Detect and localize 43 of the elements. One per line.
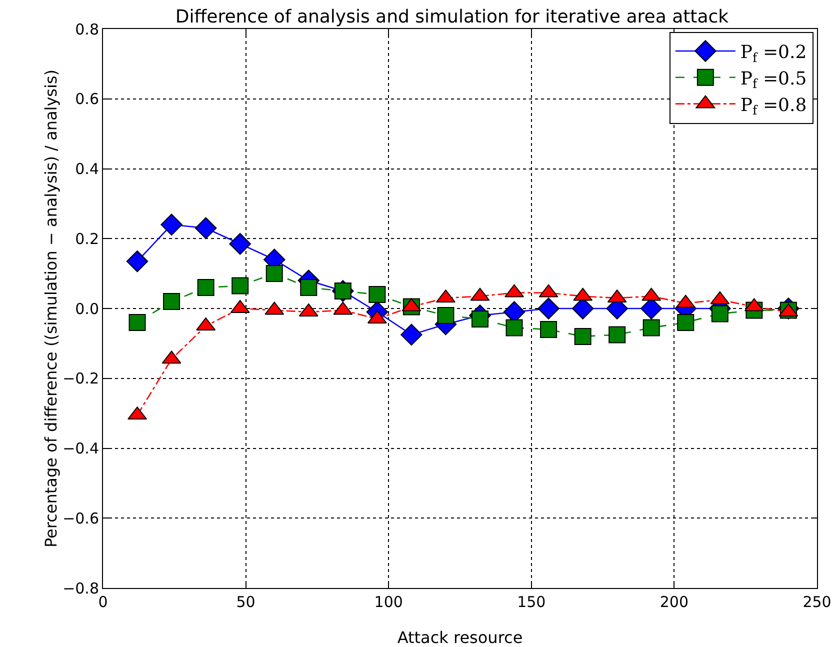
point xyxy=(538,298,560,320)
y-tick-label: 0.2 xyxy=(75,230,99,248)
point xyxy=(608,326,626,344)
point xyxy=(400,324,422,346)
y-tick-label: 0.4 xyxy=(75,160,99,178)
point xyxy=(642,319,660,336)
y-tick-label: 0.0 xyxy=(75,300,99,318)
point xyxy=(194,217,217,240)
point xyxy=(711,305,728,322)
point xyxy=(197,279,214,296)
point xyxy=(471,310,488,328)
point xyxy=(232,277,249,294)
x-tick-label: 200 xyxy=(660,593,689,611)
point xyxy=(266,265,283,282)
y-tick-label: 0.8 xyxy=(75,20,99,38)
legend-label: P$_{f}$ =0.2 xyxy=(740,42,807,65)
y-tick-label: −0.6 xyxy=(62,509,99,528)
point xyxy=(677,314,694,331)
x-tick-label: 100 xyxy=(374,593,403,611)
point xyxy=(574,328,592,345)
y-tick-label: −0.4 xyxy=(62,440,99,458)
x-axis-title: Attack resource xyxy=(397,628,523,647)
point xyxy=(540,320,558,338)
point xyxy=(437,306,454,324)
x-tick-label: 50 xyxy=(236,593,256,611)
point xyxy=(368,286,386,304)
point xyxy=(506,319,523,336)
x-tick-label: 150 xyxy=(517,593,546,611)
point xyxy=(300,279,318,296)
point xyxy=(229,232,251,255)
y-axis-title: Percentage of difference ((simulation − analysis) / analysis) xyxy=(42,69,61,548)
chart-title: Difference of analysis and simulation for iterative area attack xyxy=(175,6,730,28)
y-tick-label: 0.6 xyxy=(75,90,99,108)
y-tick-label: −0.2 xyxy=(62,370,99,388)
point xyxy=(126,250,148,272)
point xyxy=(160,214,182,236)
y-tick-label: −0.8 xyxy=(62,579,99,598)
x-tick-label: 250 xyxy=(802,593,832,611)
point xyxy=(163,293,180,310)
legend-label: P$_{f}$ =0.8 xyxy=(740,94,807,118)
point xyxy=(128,314,146,331)
x-tick-label: 0 xyxy=(98,593,108,611)
legend-label: P$_{f}$ =0.5 xyxy=(740,68,807,92)
